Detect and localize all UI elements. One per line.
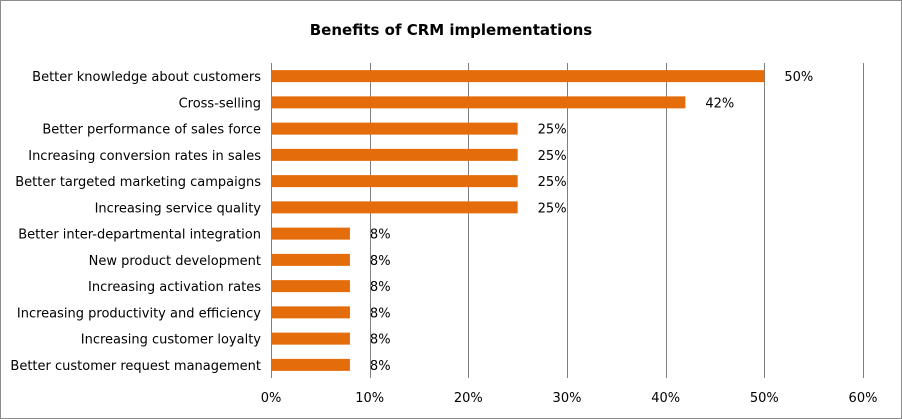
x-tick-label: 60% bbox=[849, 391, 878, 406]
x-tick-label: 10% bbox=[355, 391, 384, 406]
data-label: 25% bbox=[538, 123, 567, 138]
category-label: Increasing customer loyalty bbox=[81, 333, 262, 348]
data-label: 42% bbox=[705, 96, 734, 111]
x-tick-label: 20% bbox=[454, 391, 483, 406]
bars bbox=[271, 70, 765, 371]
bar bbox=[271, 280, 350, 293]
data-label: 25% bbox=[538, 175, 567, 190]
category-label: Increasing productivity and efficiency bbox=[17, 306, 261, 321]
x-tick-label: 50% bbox=[750, 391, 779, 406]
data-label: 8% bbox=[370, 228, 391, 243]
category-label: Increasing service quality bbox=[95, 201, 262, 216]
chart-title: Benefits of CRM implementations bbox=[310, 21, 593, 39]
bar bbox=[271, 70, 765, 83]
x-tick-label: 0% bbox=[261, 391, 282, 406]
bar bbox=[271, 201, 518, 214]
category-label: Better knowledge about customers bbox=[32, 70, 261, 85]
bar bbox=[271, 332, 350, 345]
data-label: 8% bbox=[370, 306, 391, 321]
x-tick-label: 40% bbox=[651, 391, 680, 406]
data-labels: 50% 42% 25% 25% 25% 25% 8% 8% 8% 8% 8% 8% bbox=[370, 70, 813, 374]
gridlines bbox=[271, 63, 864, 378]
category-label: Cross-selling bbox=[179, 96, 261, 111]
data-label: 8% bbox=[370, 333, 391, 348]
data-label: 25% bbox=[538, 149, 567, 164]
category-label: Increasing activation rates bbox=[88, 280, 261, 295]
bar bbox=[271, 96, 686, 109]
x-tick-labels: 0% 10% 20% 30% 40% 50% 60% bbox=[261, 391, 878, 406]
data-label: 50% bbox=[784, 70, 813, 85]
category-label: Better performance of sales force bbox=[42, 123, 261, 138]
bar bbox=[271, 306, 350, 319]
bar bbox=[271, 253, 350, 266]
data-label: 8% bbox=[370, 254, 391, 269]
category-labels: Better knowledge about customers Cross-se… bbox=[10, 70, 261, 374]
category-label: Better targeted marketing campaigns bbox=[15, 175, 261, 190]
bar bbox=[271, 358, 350, 371]
x-tick-label: 30% bbox=[553, 391, 582, 406]
bar bbox=[271, 148, 518, 161]
data-label: 8% bbox=[370, 280, 391, 295]
bar bbox=[271, 175, 518, 188]
category-label: Better inter-departmental integration bbox=[18, 228, 261, 243]
category-label: Increasing conversion rates in sales bbox=[28, 149, 261, 164]
data-label: 25% bbox=[538, 201, 567, 216]
data-label: 8% bbox=[370, 359, 391, 374]
bar bbox=[271, 227, 350, 240]
category-label: New product development bbox=[89, 254, 261, 269]
bar bbox=[271, 122, 518, 135]
category-label: Better customer request management bbox=[10, 359, 261, 374]
